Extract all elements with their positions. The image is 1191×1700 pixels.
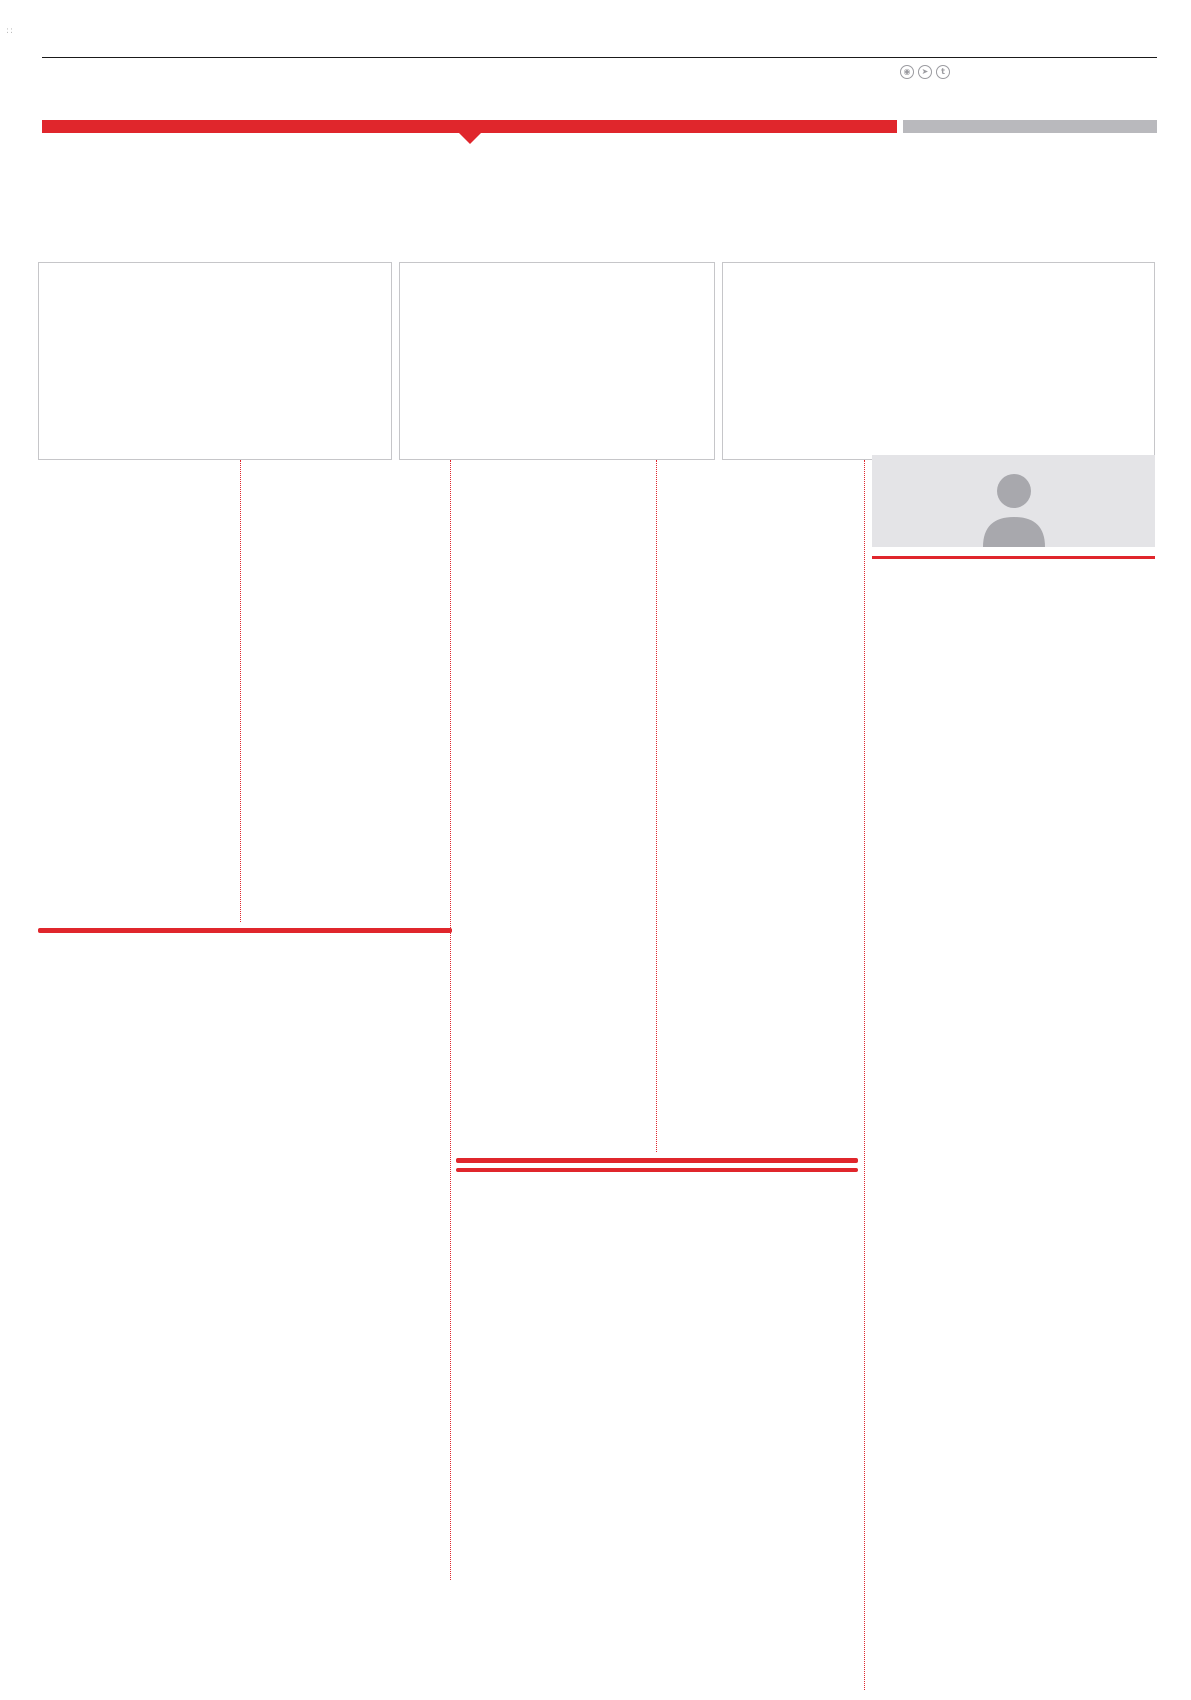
article-column-3 bbox=[458, 455, 650, 1153]
header-rule bbox=[42, 57, 1157, 58]
brand-social: ◉ ➤ t bbox=[900, 62, 1075, 79]
registration-marks: :: bbox=[6, 26, 15, 36]
reporter-role bbox=[872, 559, 1155, 562]
newspaper-logo bbox=[1075, 42, 1174, 54]
investments-table-title bbox=[38, 928, 452, 933]
column-separator bbox=[864, 460, 865, 1690]
reporter-name bbox=[872, 547, 1155, 559]
chart-investments bbox=[722, 262, 1155, 460]
twitter-icon[interactable]: t bbox=[936, 65, 950, 79]
chart-guarantees bbox=[399, 262, 715, 460]
article-column-1 bbox=[872, 455, 1155, 1695]
reporter-photo bbox=[872, 455, 1155, 547]
section-band bbox=[42, 120, 897, 144]
charts-row bbox=[38, 262, 1155, 460]
article-column-2 bbox=[664, 455, 858, 1155]
article-column-5 bbox=[38, 455, 236, 923]
reporter-card bbox=[872, 455, 1155, 562]
article-column-4 bbox=[246, 455, 444, 923]
loans-table-block bbox=[456, 1158, 858, 1172]
instagram-icon[interactable]: ◉ bbox=[900, 65, 914, 79]
person-silhouette-icon bbox=[982, 474, 1045, 547]
telegram-icon[interactable]: ➤ bbox=[918, 65, 932, 79]
column-separator bbox=[450, 460, 451, 1580]
loans-table-title bbox=[456, 1158, 858, 1163]
table-source bbox=[456, 1168, 858, 1172]
band-notch bbox=[458, 133, 481, 144]
column-separator bbox=[240, 460, 241, 922]
website-link[interactable] bbox=[903, 120, 1157, 133]
column-separator bbox=[656, 460, 657, 1152]
chart-loans bbox=[38, 262, 392, 460]
investments-table-block bbox=[38, 928, 452, 935]
